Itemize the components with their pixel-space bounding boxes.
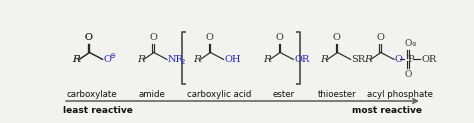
Text: R: R — [364, 55, 372, 64]
Text: O: O — [85, 33, 92, 42]
Text: R: R — [320, 55, 328, 64]
Text: 2: 2 — [180, 59, 184, 65]
Text: OR: OR — [421, 55, 437, 64]
Text: R: R — [73, 55, 80, 64]
Text: carboxylic acid: carboxylic acid — [188, 90, 252, 99]
Text: P: P — [407, 55, 414, 64]
Text: O: O — [85, 33, 92, 42]
Text: acyl phosphate: acyl phosphate — [367, 90, 433, 99]
Text: O: O — [404, 70, 412, 79]
Text: O: O — [404, 39, 412, 48]
Text: O: O — [149, 33, 157, 42]
Text: O: O — [103, 55, 111, 64]
Text: R: R — [263, 55, 271, 64]
Text: ⊖: ⊖ — [412, 42, 417, 46]
Text: SR: SR — [351, 55, 365, 64]
Text: O: O — [206, 33, 214, 42]
Text: O: O — [333, 33, 341, 42]
Text: NR: NR — [168, 55, 183, 64]
Text: OH: OH — [224, 55, 241, 64]
Text: R: R — [137, 55, 145, 64]
Text: R: R — [193, 55, 201, 64]
Text: O: O — [275, 33, 283, 42]
Text: least reactive: least reactive — [63, 106, 133, 115]
Text: ⊖: ⊖ — [109, 53, 116, 59]
Text: most reactive: most reactive — [352, 106, 422, 115]
Text: O: O — [376, 33, 384, 42]
Text: thioester: thioester — [318, 90, 356, 99]
Text: O: O — [395, 55, 403, 64]
Text: ester: ester — [273, 90, 295, 99]
Text: carboxylate: carboxylate — [66, 90, 117, 99]
Text: OR: OR — [294, 55, 310, 64]
Text: amide: amide — [139, 90, 166, 99]
Text: R: R — [73, 55, 80, 64]
